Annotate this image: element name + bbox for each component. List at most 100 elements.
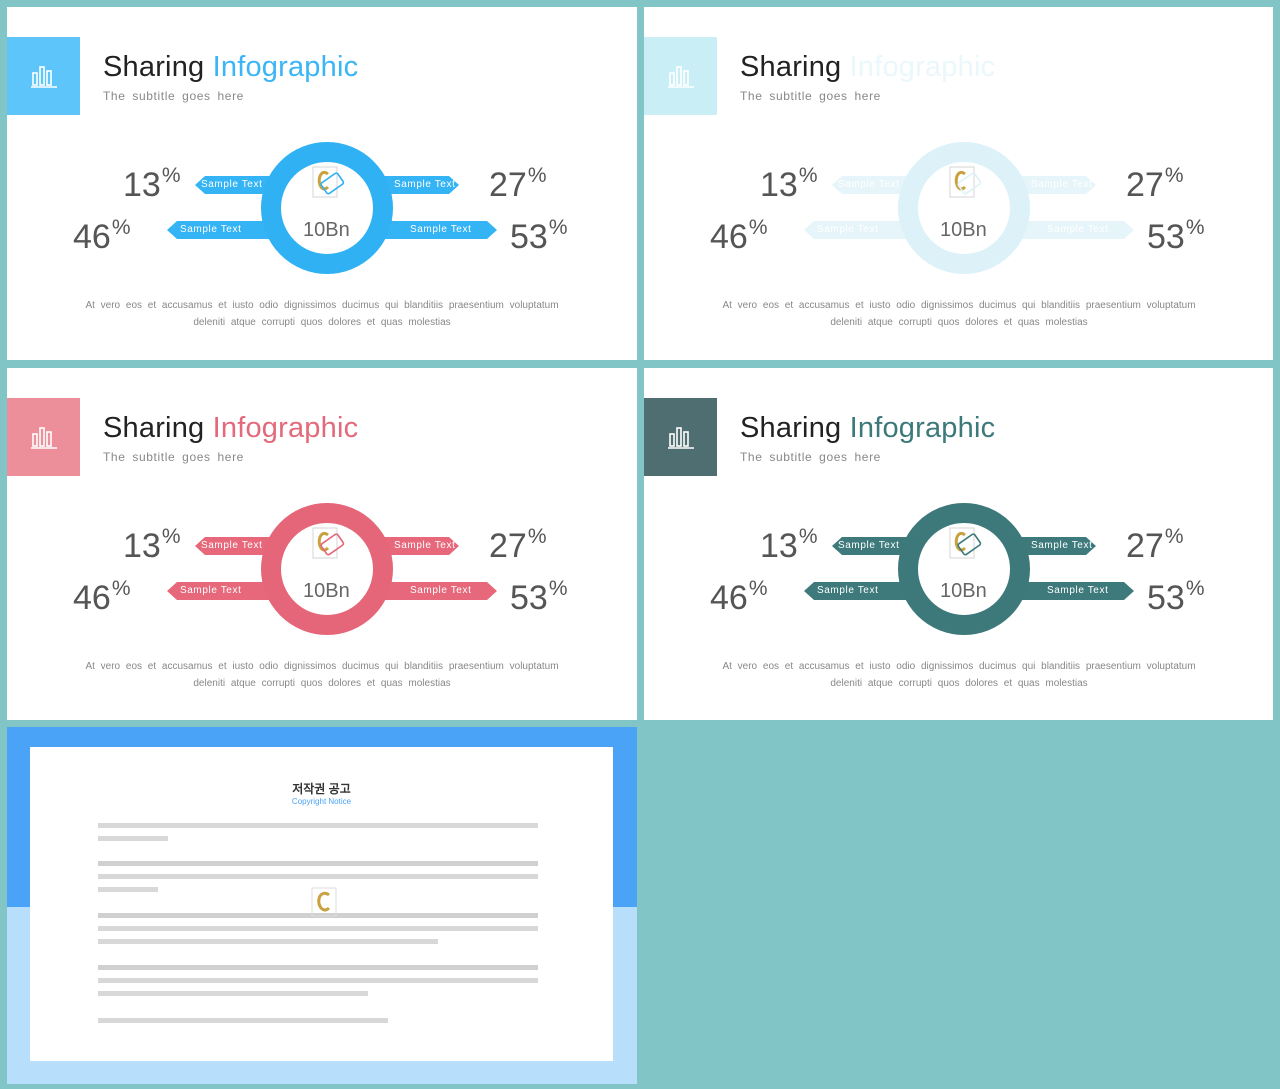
stat-bottom-left: 46%	[73, 577, 131, 617]
credit-card-icon	[949, 527, 982, 559]
arrow-bottom-right	[367, 221, 497, 239]
ring-diagram: Sample Text Sample Text Sample Text Sample …	[157, 502, 497, 636]
label-top-left: Sample Text	[838, 179, 900, 190]
label-bottom-right: Sample Text	[1047, 585, 1109, 596]
center-ring	[898, 142, 1030, 274]
label-top-right: Sample Text	[394, 179, 456, 190]
stat-top-right: 27%	[489, 525, 547, 565]
slide-2: Sharing Infographic The subtitle goes he…	[644, 7, 1273, 360]
body-paragraph: At vero eos et accusamus et iusto odio d…	[85, 300, 559, 328]
stat-top-right: 27%	[1126, 164, 1184, 204]
stat-bottom-right: 53%	[510, 577, 568, 617]
notice-line	[98, 1015, 548, 1027]
notice-card: 저작권 공고 Copyright Notice	[30, 747, 613, 1061]
slide-3: Sharing Infographic The subtitle goes he…	[7, 368, 637, 720]
notice-line	[98, 858, 548, 870]
label-bottom-left: Sample Text	[180, 585, 242, 596]
notice-title: 저작권 공고	[292, 782, 351, 796]
credit-card-icon	[949, 166, 982, 198]
stat-top-right: 27%	[489, 164, 547, 204]
body-paragraph: At vero eos et accusamus et iusto odio d…	[85, 661, 559, 689]
ring-diagram: Sample Text Sample Text Sample Text Sample …	[794, 141, 1134, 275]
center-value: 10Bn	[940, 219, 987, 241]
slide-tag	[7, 37, 80, 115]
slide-subtitle: The subtitle goes here	[740, 89, 881, 103]
ring-diagram-graphic	[167, 503, 497, 635]
credit-card-icon	[312, 527, 345, 559]
slide-title: Sharing Infographic	[740, 412, 996, 444]
arrow-bottom-left	[804, 582, 924, 600]
notice-line	[98, 820, 548, 832]
slide-tag	[7, 398, 80, 476]
slide-tag	[644, 398, 717, 476]
label-bottom-left: Sample Text	[180, 224, 242, 235]
slide-tag	[644, 37, 717, 115]
bar-chart-icon	[30, 66, 57, 88]
arrow-bottom-left	[167, 582, 287, 600]
ring-diagram: Sample Text Sample Text Sample Text Sample …	[157, 141, 497, 275]
bar-chart-icon	[667, 427, 694, 449]
stat-bottom-right: 53%	[1147, 216, 1205, 256]
label-bottom-left: Sample Text	[817, 224, 879, 235]
arrow-bottom-right	[1004, 221, 1134, 239]
bar-chart-icon	[30, 427, 57, 449]
stat-bottom-right: 53%	[1147, 577, 1205, 617]
stat-top-left: 13%	[123, 525, 181, 565]
notice-line	[98, 962, 548, 974]
watermark-logo	[311, 887, 337, 917]
notice-line	[98, 871, 548, 883]
notice-line	[98, 936, 548, 948]
arrow-bottom-right	[367, 582, 497, 600]
stat-bottom-left: 46%	[73, 216, 131, 256]
stat-bottom-left: 46%	[710, 216, 768, 256]
slide-subtitle: The subtitle goes here	[103, 450, 244, 464]
slide-title: Sharing Infographic	[740, 51, 996, 83]
notice-line	[98, 910, 548, 922]
body-paragraph: At vero eos et accusamus et iusto odio d…	[722, 300, 1196, 328]
label-top-right: Sample Text	[394, 540, 456, 551]
notice-line	[98, 975, 548, 987]
center-value: 10Bn	[940, 580, 987, 602]
slide-4: Sharing Infographic The subtitle goes he…	[644, 368, 1273, 720]
ring-diagram-graphic	[804, 142, 1134, 274]
label-bottom-right: Sample Text	[410, 224, 472, 235]
slide-1: Sharing Infographic The subtitle goes he…	[7, 7, 637, 360]
copyright-notice-slide: 저작권 공고 Copyright Notice	[7, 727, 637, 1084]
ring-diagram-graphic	[167, 142, 497, 274]
slide-subtitle: The subtitle goes here	[740, 450, 881, 464]
notice-subtitle: Copyright Notice	[291, 797, 352, 806]
notice-line	[98, 884, 548, 896]
label-top-right: Sample Text	[1031, 179, 1093, 190]
arrow-bottom-left	[167, 221, 287, 239]
slide-title: Sharing Infographic	[103, 51, 359, 83]
stat-bottom-right: 53%	[510, 216, 568, 256]
center-ring	[261, 142, 393, 274]
slide-title: Sharing Infographic	[103, 412, 359, 444]
center-value: 10Bn	[303, 580, 350, 602]
stat-top-left: 13%	[760, 164, 818, 204]
credit-card-icon	[312, 166, 345, 198]
slide-subtitle: The subtitle goes here	[103, 89, 244, 103]
label-top-left: Sample Text	[838, 540, 900, 551]
stat-top-left: 13%	[123, 164, 181, 204]
ring-diagram: Sample Text Sample Text Sample Text Sample …	[794, 502, 1134, 636]
label-top-right: Sample Text	[1031, 540, 1093, 551]
stat-top-right: 27%	[1126, 525, 1184, 565]
stat-top-left: 13%	[760, 525, 818, 565]
center-value: 10Bn	[303, 219, 350, 241]
notice-line	[98, 923, 548, 935]
center-ring	[261, 503, 393, 635]
label-bottom-right: Sample Text	[1047, 224, 1109, 235]
label-top-left: Sample Text	[201, 540, 263, 551]
label-bottom-right: Sample Text	[410, 585, 472, 596]
arrow-bottom-left	[804, 221, 924, 239]
notice-line	[98, 833, 548, 845]
label-bottom-left: Sample Text	[817, 585, 879, 596]
ring-diagram-graphic	[804, 503, 1134, 635]
center-ring	[898, 503, 1030, 635]
label-top-left: Sample Text	[201, 179, 263, 190]
body-paragraph: At vero eos et accusamus et iusto odio d…	[722, 661, 1196, 689]
notice-line	[98, 988, 548, 1000]
stat-bottom-left: 46%	[710, 577, 768, 617]
bar-chart-icon	[667, 66, 694, 88]
